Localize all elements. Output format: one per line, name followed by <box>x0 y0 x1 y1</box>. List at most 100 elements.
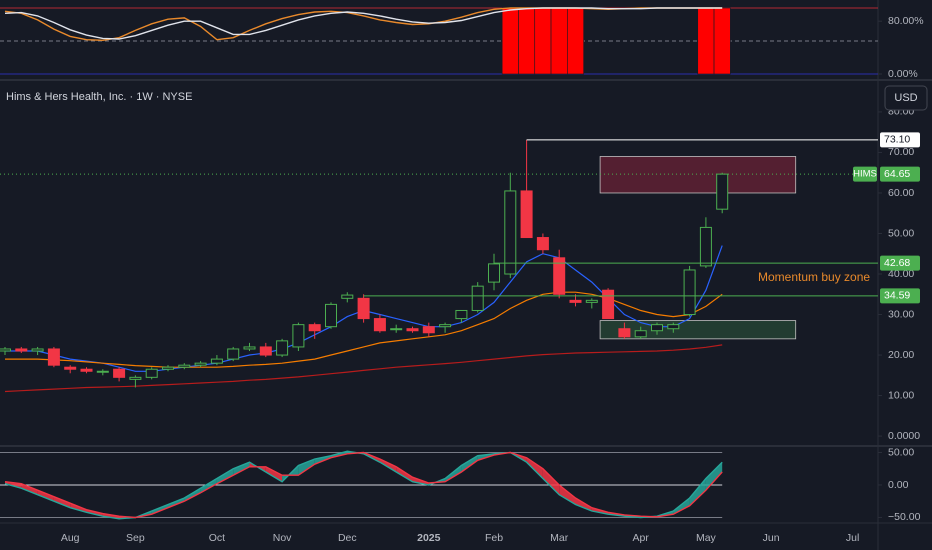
signal-bar <box>697 7 715 75</box>
candle-body <box>341 294 354 299</box>
y-tick-label: 0.0000 <box>888 430 920 442</box>
candle-body <box>716 173 729 210</box>
candle-body <box>47 348 60 366</box>
oscillator-fill <box>461 455 478 472</box>
oscillator-fill <box>200 478 217 493</box>
price-label-box <box>880 288 920 304</box>
annotation: Momentum buy zone <box>758 270 870 284</box>
candle-body <box>536 237 549 251</box>
oscillator-fill <box>526 457 543 479</box>
candle-body <box>634 330 647 338</box>
y-tick-label: −50.00 <box>888 511 921 523</box>
candle-body <box>520 190 533 239</box>
candle-body <box>699 226 712 267</box>
oscillator-fill <box>168 497 185 508</box>
x-tick-label: Jun <box>763 532 780 544</box>
candle-body <box>455 309 468 320</box>
candle-body <box>325 303 337 328</box>
x-tick-label: Aug <box>61 532 80 544</box>
candle-body <box>0 348 11 352</box>
candle-body <box>227 348 240 360</box>
y-tick-label: 0.00% <box>888 68 918 80</box>
y-tick-label: 0.00 <box>888 479 909 491</box>
candle-body <box>15 348 28 352</box>
candle-body <box>390 328 403 331</box>
candle-body <box>259 346 272 356</box>
y-tick-label: 50.00 <box>888 227 914 239</box>
candle-body <box>569 299 582 303</box>
price-label: 42.68 <box>884 257 910 269</box>
signal-bar <box>534 7 552 75</box>
symbol-tag: HIMS <box>853 169 877 180</box>
last-price-box <box>880 166 920 182</box>
oscillator-fill <box>21 483 38 495</box>
oscillator-fill <box>37 490 54 502</box>
y-tick-label: 50.00 <box>888 446 914 458</box>
candle-body <box>618 328 631 338</box>
candle-body <box>439 324 452 328</box>
price-label: 73.10 <box>884 134 910 146</box>
y-tick-label: 30.00 <box>888 308 914 320</box>
candle-body <box>194 362 207 366</box>
candle-body <box>96 370 109 373</box>
y-tick-label: 80.00% <box>888 15 924 27</box>
oscillator-fill <box>151 504 168 515</box>
candle-body <box>113 368 126 378</box>
indicator-line <box>4 7 723 40</box>
oscillator-fill <box>559 484 576 505</box>
x-tick-label: Apr <box>633 532 650 544</box>
candle-body <box>602 289 615 320</box>
oscillator-fill <box>53 496 71 508</box>
symbol-tag-box <box>853 166 877 182</box>
candle-body <box>667 324 680 330</box>
candle-body <box>357 297 370 320</box>
signal-bar <box>550 7 568 75</box>
y-tick-label: 70.00 <box>888 146 914 158</box>
candle-body <box>31 348 44 352</box>
oscillator-fill <box>396 466 413 482</box>
candle-body <box>683 269 696 316</box>
candle-body <box>553 257 566 295</box>
symbol-title: Hims & Hers Health, Inc. · 1W · NYSE <box>6 91 192 103</box>
y-tick-label: 20.00 <box>888 349 914 361</box>
candle-body <box>471 285 484 311</box>
x-tick-label: 2025 <box>417 532 441 544</box>
signal-bar <box>567 7 584 75</box>
signal-bar <box>501 7 519 75</box>
indicator-line <box>4 451 723 519</box>
candle-body <box>585 299 598 303</box>
currency-button[interactable] <box>884 85 928 111</box>
oscillator-fill <box>705 462 723 491</box>
candle-body <box>504 190 517 275</box>
moving-average <box>4 344 723 393</box>
candle-body <box>145 368 158 378</box>
candle-body <box>406 328 419 332</box>
candle-body <box>129 376 142 380</box>
x-tick-label: Sep <box>126 532 145 544</box>
price-label: 34.59 <box>884 290 910 302</box>
currency-label[interactable]: USD <box>894 92 917 104</box>
oscillator-fill <box>233 462 250 476</box>
x-tick-label: Dec <box>338 532 357 544</box>
x-tick-label: Mar <box>550 532 569 544</box>
x-tick-label: Feb <box>485 532 503 544</box>
candle-body <box>292 324 305 348</box>
zone-box <box>599 156 797 194</box>
oscillator-fill <box>184 488 201 502</box>
candle-body <box>243 346 256 350</box>
oscillator-fill <box>689 478 706 506</box>
signal-bar <box>713 7 731 75</box>
price-label-box <box>880 255 920 271</box>
signal-bar <box>518 7 536 75</box>
candle-body <box>422 326 435 334</box>
x-tick-label: Nov <box>273 532 292 544</box>
candle-body <box>80 368 93 372</box>
candle-body <box>373 318 386 332</box>
y-tick-label: 40.00 <box>888 268 914 280</box>
candle-body <box>276 340 289 356</box>
oscillator-fill <box>298 458 315 476</box>
candle-body <box>210 358 223 364</box>
